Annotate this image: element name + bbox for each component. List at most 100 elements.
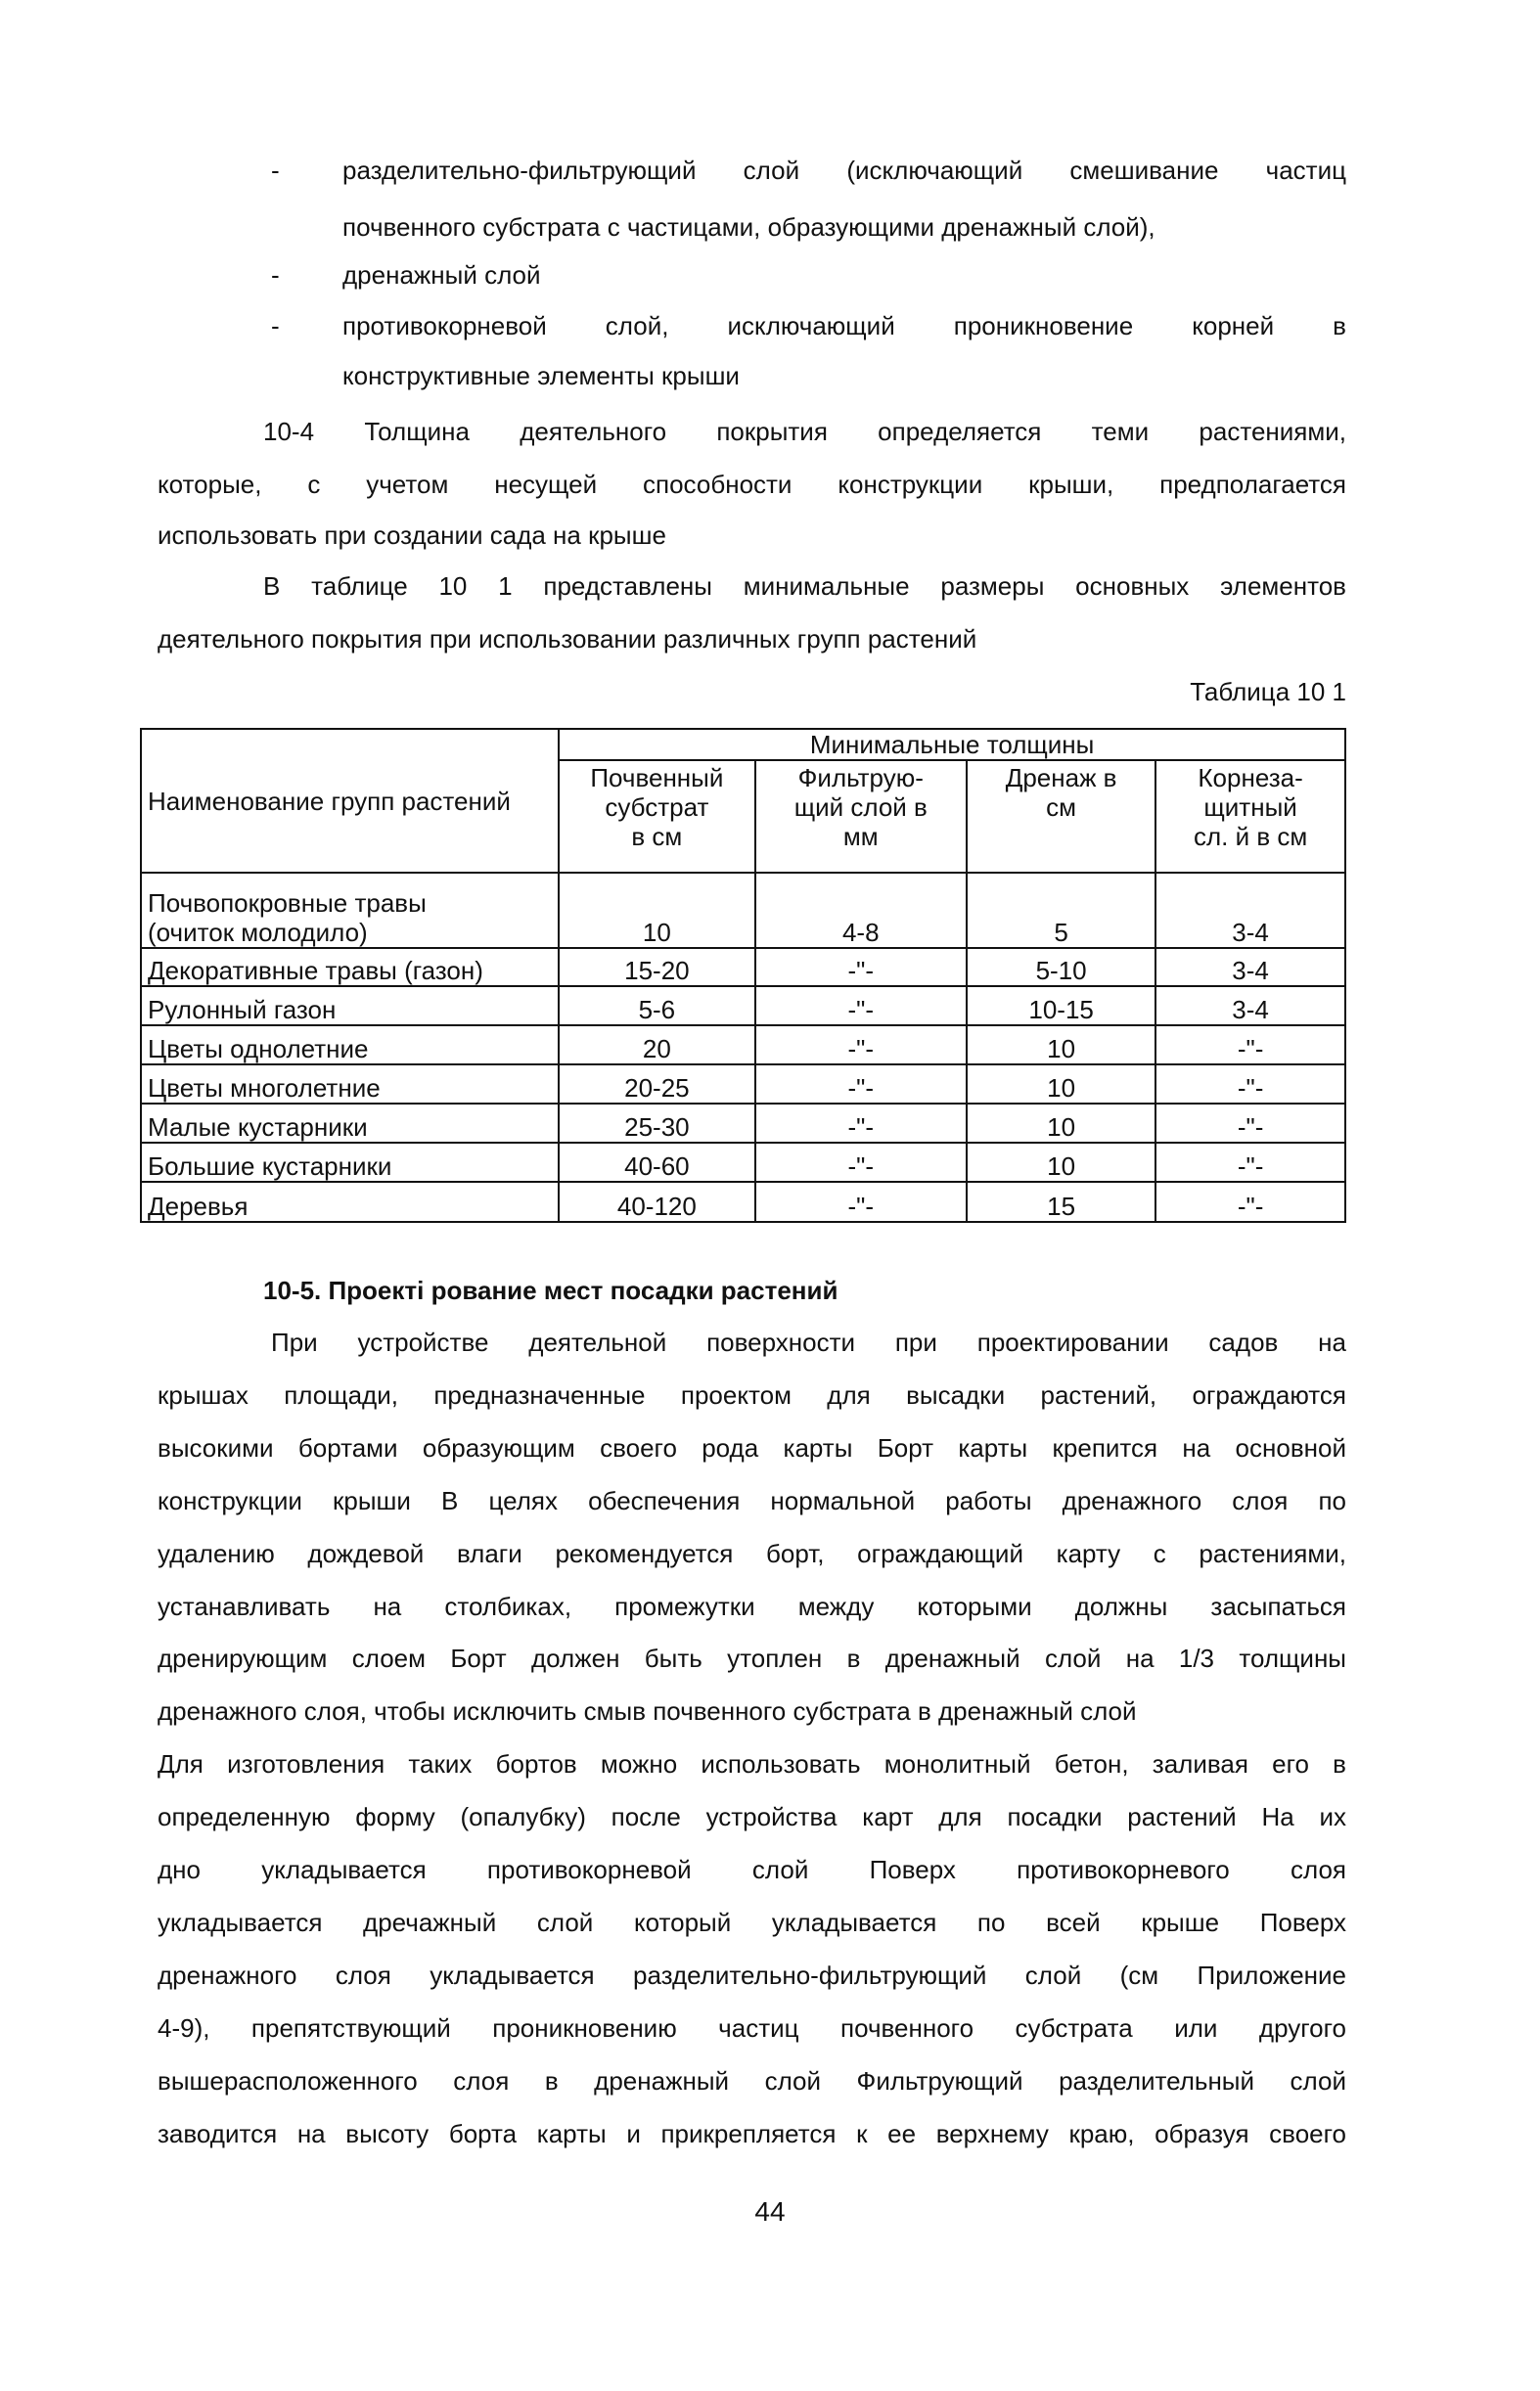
header-col-3: Дренаж в см	[966, 759, 1157, 874]
paragraph-10-5-line: определенную форму (опалубку) после устр…	[158, 1802, 1346, 1832]
name-line: Рулонный газон	[148, 995, 337, 1024]
header-col-4: Корнеза-щитный сл. й в см	[1155, 759, 1346, 874]
plant-group-name: Декоративные травы (газон)	[139, 947, 561, 987]
table-cell: 40-120	[558, 1181, 756, 1223]
table-cell: 5-10	[966, 947, 1157, 987]
bullet-text: противокорневой слой, исключающий проник…	[342, 311, 1346, 340]
name-line: Малые кустарники	[148, 1112, 368, 1142]
table-intro-line: деятельного покрытия при использовании р…	[158, 624, 977, 654]
table-cell: 10	[966, 1063, 1157, 1105]
paragraph-10-5-line: Для изготовления таких бортов можно испо…	[158, 1749, 1346, 1780]
table-row: Цветы однолетние 20 -"- 10 -"-	[139, 1024, 1346, 1065]
table-cell: 10	[966, 1103, 1157, 1144]
table-row: Декоративные травы (газон) 15-20 -"- 5-10 3-…	[139, 947, 1346, 987]
header-group-name: Наименование групп растений	[139, 728, 561, 874]
table-intro-line: В таблице 10 1 представлены минимальные …	[263, 571, 1346, 601]
table-cell: 5	[966, 872, 1157, 949]
table-cell: 25-30	[558, 1103, 756, 1144]
table-cell: -"-	[753, 947, 969, 987]
header-col-2: Фильтрую-щий слой в мм	[753, 759, 969, 874]
paragraph-10-5-line: дренирующим слоем Борт должен быть утопл…	[158, 1644, 1346, 1674]
header-line: Фильтрую-	[797, 763, 924, 792]
name-line: Почвопокровные травы	[148, 888, 427, 918]
header-line: мм	[842, 822, 879, 851]
header-line: щитный	[1203, 792, 1297, 822]
bullet-text: разделительно-фильтрующий слой (исключаю…	[342, 156, 1346, 185]
name-line: Цветы многолетние	[148, 1073, 381, 1103]
table-cell: 3-4	[1155, 947, 1346, 987]
section-heading-10-5: 10-5. Проекті рование мест посадки расте…	[263, 1276, 838, 1305]
paragraph-10-5-line: вышерасположенного слоя в дренажный слой…	[158, 2065, 1346, 2096]
plant-group-name: Почвопокровные травы (очиток молодило)	[139, 872, 561, 949]
paragraph-10-5-line: высокими бортами образующим своего рода …	[158, 1432, 1346, 1463]
plant-group-name: Цветы многолетние	[139, 1063, 561, 1105]
name-line: (очиток молодило)	[148, 918, 368, 947]
header-col-1: Почвенный субстрат в см	[558, 759, 756, 874]
header-line: Корнеза-	[1198, 763, 1303, 792]
paragraph-10-5-line: конструкции крыши В целях обеспечения но…	[158, 1485, 1346, 1515]
table-cell: 10	[966, 1024, 1157, 1065]
table-row: Почвопокровные травы (очиток молодило) 10 4…	[139, 872, 1346, 949]
header-line: щий слой в	[793, 792, 928, 822]
table-cell: 10	[558, 872, 756, 949]
table-cell: 15	[966, 1181, 1157, 1223]
table-cell: 3-4	[1155, 985, 1346, 1026]
header-line: в см	[631, 822, 683, 851]
paragraph-10-5-line: дно укладывается противокорневой слой По…	[158, 1855, 1346, 1884]
table-cell: 20	[558, 1024, 756, 1065]
page-number: 44	[754, 2196, 786, 2227]
plant-group-name: Большие кустарники	[139, 1142, 561, 1183]
paragraph-10-5-line: При устройстве деятельной поверхности пр…	[271, 1328, 1346, 1357]
plant-group-name: Малые кустарники	[139, 1103, 561, 1144]
bullet-dash: -	[271, 260, 280, 290]
table-cell: 5-6	[558, 985, 756, 1026]
header-min-thickness: Минимальные толщины	[558, 728, 1346, 761]
bullet-dash: -	[271, 156, 280, 185]
table-caption: Таблица 10 1	[1190, 677, 1346, 706]
thickness-table: Наименование групп растений Минимальные …	[139, 728, 1346, 1223]
paragraph-10-5-line: укладывается дречажный слой который укла…	[158, 1907, 1346, 1937]
table-cell: -"-	[753, 1024, 969, 1065]
bullet-dash: -	[271, 311, 280, 340]
paragraph-10-5-line: дренажного слоя, чтобы исключить смыв по…	[158, 1696, 1137, 1727]
table-cell: -"-	[1155, 1142, 1346, 1183]
paragraph-10-5-line: 4-9), препятствующий проникновению части…	[158, 2012, 1346, 2043]
name-line: Цветы однолетние	[148, 1034, 369, 1063]
table-row: Большие кустарники 40-60 -"- 10 -"-	[139, 1142, 1346, 1183]
table-cell: -"-	[753, 1181, 969, 1223]
table-row: Малые кустарники 25-30 -"- 10 -"-	[139, 1103, 1346, 1144]
plant-group-name: Деревья	[139, 1181, 561, 1223]
table-cell: -"-	[753, 1142, 969, 1183]
table-row: Рулонный газон 5-6 -"- 10-15 3-4	[139, 985, 1346, 1026]
table-cell: 20-25	[558, 1063, 756, 1105]
table-cell: 40-60	[558, 1142, 756, 1183]
header-line: Дренаж в	[1005, 763, 1117, 792]
table-cell: 10	[966, 1142, 1157, 1183]
paragraph-10-4-line: которые, с учетом несущей способности ко…	[158, 470, 1346, 499]
paragraph-10-5-line: дренажного слоя укладывается разделитель…	[158, 1960, 1346, 1990]
header-line: сл. й в см	[1193, 822, 1308, 851]
table-cell: -"-	[1155, 1063, 1346, 1105]
name-line: Декоративные травы (газон)	[148, 956, 483, 985]
table-row: Деревья 40-120 -"- 15 -"-	[139, 1181, 1346, 1223]
bullet-text: дренажный слой	[342, 260, 541, 290]
name-line: Большие кустарники	[148, 1151, 392, 1181]
header-line: см	[1046, 792, 1077, 822]
table-cell: -"-	[753, 985, 969, 1026]
header-line: Почвенный	[590, 763, 724, 792]
paragraph-10-5-line: удалению дождевой влаги рекомендуется бо…	[158, 1538, 1346, 1568]
bullet-text: конструктивные элементы крыши	[342, 361, 740, 390]
plant-group-name: Цветы однолетние	[139, 1024, 561, 1065]
table-cell: 4-8	[753, 872, 969, 949]
paragraph-10-5-line: устанавливать на столбиках, промежутки м…	[158, 1591, 1346, 1621]
table-cell: 15-20	[558, 947, 756, 987]
table-cell: -"-	[753, 1063, 969, 1105]
table-cell: 3-4	[1155, 872, 1346, 949]
plant-group-name: Рулонный газон	[139, 985, 561, 1026]
table-cell: -"-	[1155, 1024, 1346, 1065]
paragraph-10-4-line: использовать при создании сада на крыше	[158, 520, 666, 550]
table-cell: -"-	[1155, 1103, 1346, 1144]
paragraph-10-5-line: заводится на высоту борта карты и прикре…	[158, 2118, 1346, 2148]
table-cell: -"-	[1155, 1181, 1346, 1223]
bullet-text: почвенного субстрата с частицами, образу…	[342, 212, 1155, 242]
